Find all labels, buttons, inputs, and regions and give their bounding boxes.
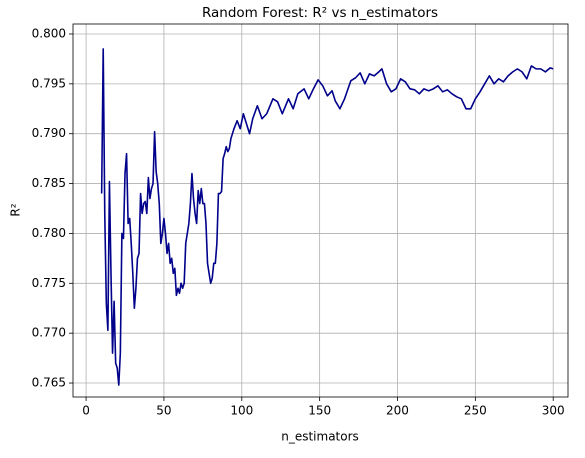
x-tick-label: 250 — [464, 404, 487, 418]
y-tick-label: 0.800 — [32, 26, 66, 40]
y-tick-label: 0.765 — [32, 376, 66, 390]
y-tick-label: 0.795 — [32, 76, 66, 90]
x-tick-label: 0 — [82, 404, 90, 418]
y-tick-label: 0.785 — [32, 176, 66, 190]
x-tick-label: 150 — [308, 404, 331, 418]
y-tick-label: 0.770 — [32, 326, 66, 340]
x-tick-label: 50 — [156, 404, 171, 418]
y-tick-label: 0.780 — [32, 226, 66, 240]
x-tick-label: 300 — [542, 404, 565, 418]
plot-frame — [72, 23, 569, 398]
x-tick-label: 100 — [230, 404, 253, 418]
data-line — [100, 48, 554, 386]
y-tick-label: 0.775 — [32, 276, 66, 290]
chart-title: Random Forest: R² vs n_estimators — [202, 5, 438, 21]
y-axis-label: R² — [9, 203, 23, 216]
y-tick-label: 0.790 — [32, 126, 66, 140]
x-tick-label: 200 — [386, 404, 409, 418]
x-axis-label: n_estimators — [281, 430, 359, 444]
